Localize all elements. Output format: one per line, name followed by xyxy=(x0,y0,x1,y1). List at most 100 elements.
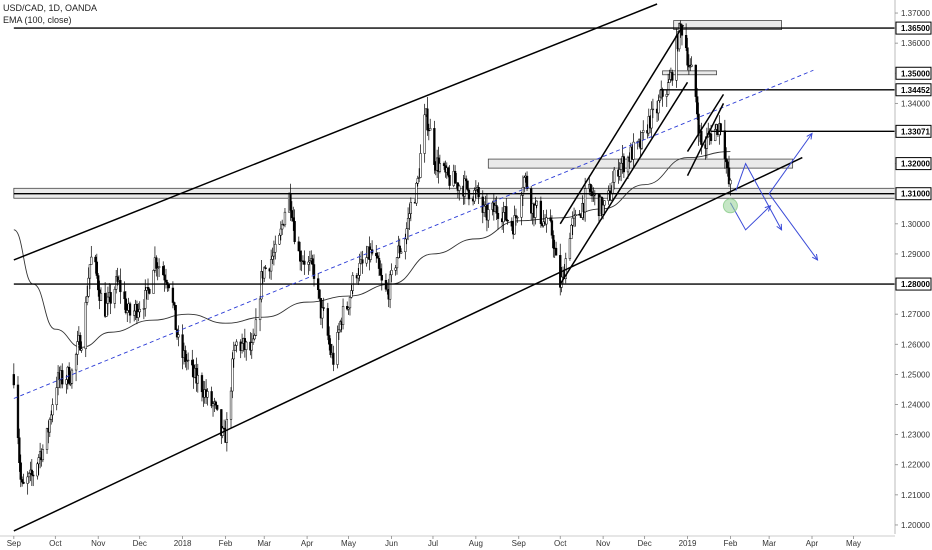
candle-body xyxy=(146,287,150,290)
candle-body xyxy=(642,130,645,133)
candle-body xyxy=(167,284,170,289)
candle-body xyxy=(679,23,682,27)
candle-body xyxy=(274,243,277,253)
candle-body xyxy=(162,266,165,276)
candle-body xyxy=(619,162,623,170)
candle-body xyxy=(152,270,155,294)
candle-body xyxy=(155,257,158,269)
candle-body xyxy=(510,220,513,227)
candle-body xyxy=(622,156,626,173)
price-tick-label: 1.22000 xyxy=(901,461,930,470)
candle-body xyxy=(128,303,132,316)
candle-body xyxy=(137,311,140,318)
candle-body xyxy=(312,264,316,279)
candle-body xyxy=(30,469,33,476)
time-tick-label: Nov xyxy=(91,539,105,548)
candle-body xyxy=(466,180,469,191)
price-tick-label: 1.24000 xyxy=(901,401,930,410)
price-level-box xyxy=(895,21,932,35)
candle-body xyxy=(358,262,361,276)
candle-body xyxy=(41,449,45,461)
price-level-label: 1.33071 xyxy=(901,127,930,136)
candle-body xyxy=(74,354,78,371)
price-tick-label: 1.21000 xyxy=(901,491,930,500)
candle-body xyxy=(726,161,729,168)
candle-body xyxy=(16,384,20,438)
candle-body xyxy=(211,403,215,407)
channel-mid xyxy=(13,69,814,399)
candle-body xyxy=(423,114,426,154)
candle-body xyxy=(481,196,484,213)
candle-body xyxy=(719,123,722,131)
candle-body xyxy=(384,280,388,290)
price-level-label: 1.31000 xyxy=(901,190,930,199)
candle-body xyxy=(447,167,450,176)
price-level-box xyxy=(895,66,932,80)
candle-body xyxy=(142,308,146,310)
price-level-label: 1.35000 xyxy=(901,69,930,78)
candle-body xyxy=(426,108,429,131)
candle-body xyxy=(181,334,184,358)
candle-body xyxy=(379,268,382,276)
candle-body xyxy=(27,473,31,478)
candle-body xyxy=(254,319,258,336)
candle-body xyxy=(433,128,436,165)
candle-body xyxy=(463,178,466,197)
candle-body xyxy=(69,383,72,385)
candle-body xyxy=(453,170,457,184)
candle-body xyxy=(109,292,112,304)
price-tick-label: 1.37000 xyxy=(901,9,930,18)
candle-body xyxy=(80,348,83,351)
candle-body xyxy=(106,296,110,304)
candle-body xyxy=(603,200,606,206)
candle-body xyxy=(686,47,689,66)
candle-body xyxy=(272,251,276,257)
candle-body xyxy=(549,217,552,221)
zone-1.365 xyxy=(673,20,782,30)
candle-body xyxy=(377,257,381,269)
candle-body xyxy=(328,335,331,345)
price-level-box xyxy=(895,83,932,97)
candle-body xyxy=(487,209,490,221)
time-axis[interactable]: Sep Oct Nov Dec 2018 Feb Mar Apr May Jun Jul Aug Sep… xyxy=(0,535,895,548)
candle-body xyxy=(626,156,630,173)
candle-body xyxy=(144,290,147,309)
candle-body xyxy=(348,297,352,309)
candle-body xyxy=(79,335,82,351)
time-tick-label: Oct xyxy=(554,539,567,548)
time-tick-label: Feb xyxy=(723,539,737,548)
candle-body xyxy=(365,257,368,264)
candle-body xyxy=(534,205,537,218)
price-tick-label: 1.20000 xyxy=(901,521,930,530)
time-tick-label: Dec xyxy=(133,539,147,548)
candle-body xyxy=(206,391,209,398)
candle-body xyxy=(729,179,732,185)
candle-body xyxy=(76,341,79,355)
candle-body xyxy=(376,255,379,259)
candle-body xyxy=(289,193,292,211)
price-tick-label: 1.30000 xyxy=(901,220,930,229)
candle-body xyxy=(390,270,393,276)
candle-body xyxy=(269,259,273,272)
candle-body xyxy=(709,133,713,141)
highlight-circle xyxy=(722,198,738,214)
candle-body xyxy=(666,82,670,95)
rising-channel-lower xyxy=(559,81,689,285)
price-axis[interactable]: 1.20000 1.21000 1.22000 1.23000 1.24000 1.250… xyxy=(894,0,932,534)
candle-body xyxy=(37,457,40,465)
candle-layer xyxy=(12,20,732,495)
candle-body xyxy=(650,108,653,129)
price-level-box xyxy=(895,277,932,291)
scenario-a-head xyxy=(776,223,783,231)
candle-body xyxy=(520,195,523,218)
candle-body xyxy=(694,64,697,97)
price-level-label: 1.36500 xyxy=(901,24,930,33)
scenario-d xyxy=(768,193,818,261)
candle-body xyxy=(173,302,176,306)
candle-body xyxy=(632,141,635,160)
flag-upper xyxy=(686,93,725,152)
time-tick-label: May xyxy=(846,539,861,548)
candle-body xyxy=(250,342,253,351)
candle-body xyxy=(133,310,136,316)
